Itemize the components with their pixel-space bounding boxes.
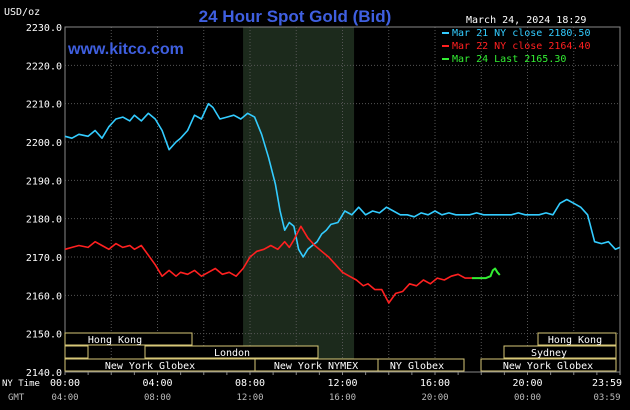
x-label-ny: NY Time bbox=[2, 379, 40, 389]
session-box bbox=[144, 345, 319, 359]
x-tick-label-ny: 08:00 bbox=[235, 378, 265, 389]
x-tick-label-ny: 23:59 bbox=[592, 378, 622, 389]
y-axis-ticks: 2230.0 2220.0 2210.0 2200.0 2190.0 2180.0 2170… bbox=[26, 23, 62, 379]
legend-entry: Mar 24 Last 2165.30 bbox=[452, 54, 566, 65]
series-line-3 bbox=[472, 267, 501, 280]
session-label: NY Globex bbox=[390, 361, 444, 372]
x-tick-label-ny: 04:00 bbox=[142, 378, 172, 389]
y-tick-label: 2200.0 bbox=[26, 138, 62, 149]
y-tick-label: 2210.0 bbox=[26, 100, 62, 111]
series-line-2 bbox=[64, 225, 472, 304]
session-box bbox=[537, 332, 617, 346]
x-label-gmt: GMT bbox=[8, 393, 25, 403]
session-box bbox=[480, 358, 617, 372]
x-tick-label-ny: 16:00 bbox=[420, 378, 450, 389]
session-box bbox=[503, 345, 617, 359]
x-tick-label-gmt: 20:00 bbox=[421, 393, 448, 403]
session-label: Sydney bbox=[531, 348, 567, 359]
y-tick-label: 2150.0 bbox=[26, 330, 62, 341]
y-tick-label: 2170.0 bbox=[26, 253, 62, 264]
legend: Mar 21 NY close 2180.50 Mar 22 NY close 2… bbox=[442, 28, 590, 65]
y-tick-label: 2180.0 bbox=[26, 215, 62, 226]
market-sessions: Hong Kong London New York Globex New York N… bbox=[64, 332, 617, 372]
x-tick-label-gmt: 08:00 bbox=[144, 393, 171, 403]
x-tick-label-gmt: 03:59 bbox=[593, 393, 620, 403]
chart-title: 24 Hour Spot Gold (Bid) bbox=[199, 7, 392, 26]
session-box-stub bbox=[64, 345, 89, 359]
session-label: London bbox=[214, 348, 250, 359]
session-box bbox=[64, 332, 193, 346]
session-label: New York Globex bbox=[105, 361, 195, 372]
session-label: Hong Kong bbox=[548, 335, 602, 346]
y-tick-label: 2190.0 bbox=[26, 176, 62, 187]
site-url: www.kitco.com bbox=[67, 41, 184, 58]
x-tick-label-ny: 12:00 bbox=[327, 378, 357, 389]
y-tick-label: 2160.0 bbox=[26, 291, 62, 302]
legend-entry: Mar 21 NY close 2180.50 bbox=[452, 28, 590, 39]
series-line-1 bbox=[64, 102, 621, 258]
x-tick-label-gmt: 16:00 bbox=[329, 393, 356, 403]
session-label: New York NYMEX bbox=[274, 361, 358, 372]
session-box bbox=[377, 358, 465, 372]
x-tick-label-gmt: 12:00 bbox=[236, 393, 263, 403]
y-tick-label: 2220.0 bbox=[26, 61, 62, 72]
x-tick-label-gmt: 00:00 bbox=[514, 393, 541, 403]
x-tick-label-ny: 20:00 bbox=[512, 378, 542, 389]
unit-label: USD/oz bbox=[4, 7, 40, 18]
session-label: Hong Kong bbox=[88, 335, 142, 346]
x-tick-label-ny: 00:00 bbox=[50, 378, 80, 389]
session-label: New York Globex bbox=[503, 361, 593, 372]
y-tick-label: 2140.0 bbox=[26, 368, 62, 379]
nymex-session-band bbox=[243, 27, 355, 372]
x-tick-label-gmt: 04:00 bbox=[51, 393, 78, 403]
nymex-band-rect bbox=[243, 27, 355, 372]
y-tick-label: 2230.0 bbox=[26, 23, 62, 34]
x-axis-ticks: 00:00 04:00 08:00 12:00 16:00 20:00 23:59 04:00… bbox=[50, 372, 622, 403]
timestamp: March 24, 2024 18:29 bbox=[466, 15, 586, 26]
series-lines bbox=[64, 102, 621, 304]
legend-entry: Mar 22 NY close 2164.40 bbox=[452, 41, 590, 52]
